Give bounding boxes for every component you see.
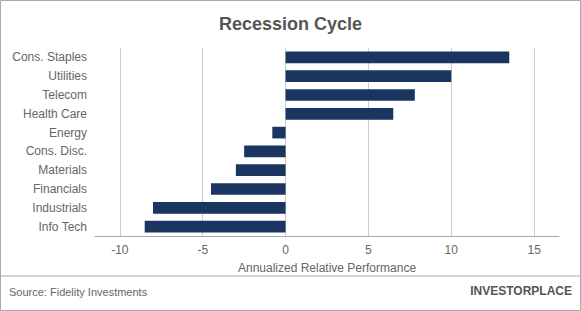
svg-text:Annualized Relative Performanc: Annualized Relative Performance bbox=[238, 261, 416, 275]
svg-text:10: 10 bbox=[445, 243, 459, 257]
svg-text:Materials: Materials bbox=[38, 163, 87, 177]
svg-text:Health Care: Health Care bbox=[23, 107, 87, 121]
svg-text:Recession Cycle: Recession Cycle bbox=[219, 14, 362, 34]
svg-text:Industrials: Industrials bbox=[32, 201, 87, 215]
svg-text:-5: -5 bbox=[197, 243, 208, 257]
svg-text:Source: Fidelity Investments: Source: Fidelity Investments bbox=[9, 286, 148, 298]
svg-text:Info Tech: Info Tech bbox=[39, 220, 87, 234]
svg-text:15: 15 bbox=[527, 243, 541, 257]
svg-text:Cons. Staples: Cons. Staples bbox=[12, 50, 87, 64]
svg-text:Utilities: Utilities bbox=[48, 69, 87, 83]
svg-text:Financials: Financials bbox=[33, 182, 87, 196]
svg-text:Telecom: Telecom bbox=[42, 88, 87, 102]
svg-text:5: 5 bbox=[365, 243, 372, 257]
svg-text:Energy: Energy bbox=[49, 126, 87, 140]
svg-text:Cons. Disc.: Cons. Disc. bbox=[26, 144, 87, 158]
svg-text:-10: -10 bbox=[111, 243, 129, 257]
svg-text:0: 0 bbox=[282, 243, 289, 257]
svg-text:INVESTORPLACE: INVESTORPLACE bbox=[470, 284, 572, 298]
